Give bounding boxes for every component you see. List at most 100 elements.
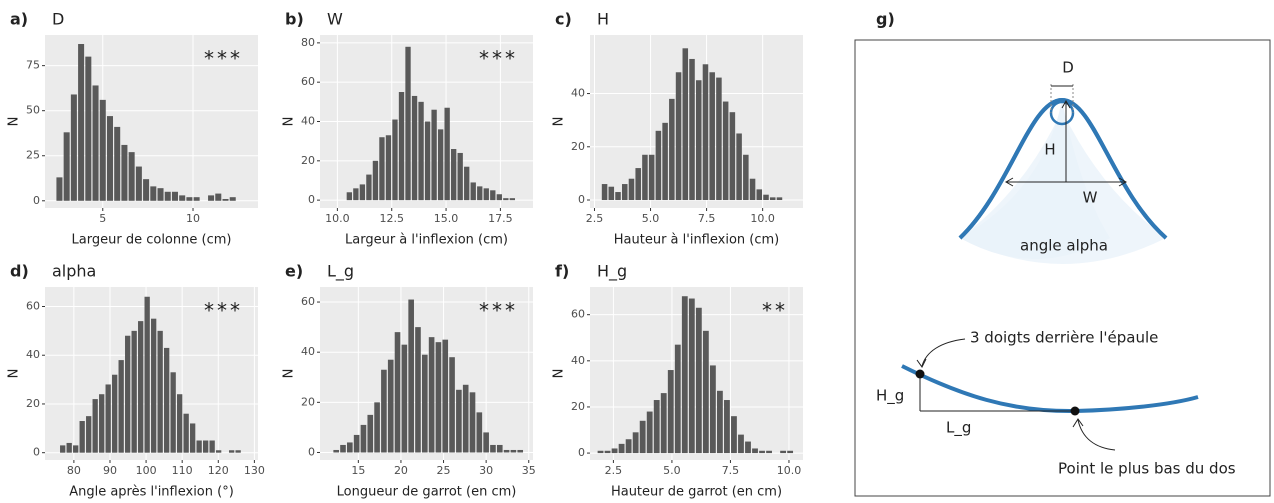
lg-label: L_g: [946, 419, 971, 438]
y-tick-label: 25: [26, 149, 40, 162]
bar: [695, 80, 702, 201]
bar: [353, 188, 359, 201]
y-tick-label: 60: [301, 295, 315, 308]
bar: [421, 354, 428, 453]
x-tick-label: 2.5: [586, 212, 604, 225]
bar: [456, 389, 462, 453]
bar: [597, 450, 604, 454]
bar: [387, 359, 394, 453]
bar: [63, 132, 70, 201]
bar: [85, 56, 92, 201]
bar: [763, 194, 769, 201]
bar: [112, 374, 118, 453]
chart-panel: d) alpha 0 20 40 60 80 90 100 110 120 130 Angle aprè…: [7, 262, 265, 500]
x-tick-label: 15.0: [434, 212, 459, 225]
x-tick-label: 2.5: [605, 464, 623, 477]
bar: [449, 357, 455, 453]
bar: [135, 166, 142, 201]
bar: [401, 344, 408, 453]
bar: [229, 197, 236, 201]
x-tick-label: 20: [394, 464, 408, 477]
bar: [476, 412, 483, 453]
bar: [604, 450, 611, 454]
x-tick-label: 80: [67, 464, 81, 477]
bar: [766, 450, 772, 454]
bar: [702, 64, 709, 201]
bar: [749, 178, 756, 201]
significance: ***: [479, 299, 518, 323]
bar: [381, 369, 387, 453]
y-tick-label: 20: [301, 154, 315, 167]
bar: [114, 126, 121, 201]
y-tick-label: 40: [571, 354, 585, 367]
bar: [759, 450, 765, 454]
x-tick-label: 5.0: [663, 464, 681, 477]
bar: [99, 394, 105, 453]
x-tick-label: 15: [351, 464, 365, 477]
bar: [398, 92, 405, 201]
bar: [731, 416, 737, 454]
bar: [736, 133, 742, 201]
panel-label: e): [285, 262, 303, 281]
bar: [618, 443, 625, 454]
y-tick-label: 0: [578, 446, 585, 459]
bar: [164, 347, 170, 453]
low-point: [1070, 406, 1080, 416]
arrow-head: [916, 358, 927, 368]
bar: [353, 434, 360, 453]
y-tick-label: 40: [26, 348, 40, 361]
bar: [171, 191, 178, 201]
bar: [131, 330, 137, 453]
bar: [469, 392, 476, 453]
bar: [418, 101, 424, 201]
bar: [209, 440, 215, 453]
chart-panel: b) W 0 20 40 60 80 10.0 12.5 15.0 17.5 Largeur à l'…: [282, 10, 533, 248]
bar: [346, 192, 353, 201]
y-tick-label: 0: [308, 193, 315, 206]
bar: [408, 299, 414, 453]
bar: [208, 195, 215, 201]
bar: [392, 119, 398, 201]
bar: [490, 444, 496, 453]
bar: [745, 441, 751, 454]
bar: [709, 365, 716, 454]
significance: ***: [479, 47, 518, 71]
bar: [394, 332, 401, 453]
bar: [695, 307, 702, 454]
bar: [655, 130, 662, 201]
arrow-head: [1072, 418, 1084, 428]
x-tick-label: 25: [437, 464, 451, 477]
significance: ***: [204, 299, 243, 323]
bar: [776, 197, 783, 201]
panel-label: g): [876, 10, 895, 29]
bar: [510, 449, 517, 453]
bar: [92, 399, 98, 453]
bar: [415, 327, 421, 453]
chart-panel: c) H 0 20 40 2.5 5.0 7.5 10.0 Hauteur à l'inflexi…: [552, 10, 803, 248]
x-tick-label: 5.0: [642, 212, 660, 225]
bar: [73, 445, 79, 453]
y-axis-label: N: [282, 369, 297, 379]
bar: [374, 402, 380, 453]
arrow-head: [1061, 99, 1071, 109]
y-axis-label: N: [282, 117, 297, 127]
bar: [681, 296, 688, 454]
bar: [216, 450, 222, 453]
y-tick-label: 20: [571, 400, 585, 413]
y-tick-label: 60: [26, 299, 40, 312]
bar: [625, 439, 632, 454]
bar: [477, 186, 483, 201]
panel-label: f): [555, 262, 569, 281]
chart-panel: a) D 0 25 50 75 5 10 Largeur de colonne (cm) N ***: [7, 10, 258, 248]
bar: [674, 344, 681, 454]
panel-label: b): [285, 10, 304, 29]
y-tick-label: 75: [26, 59, 40, 72]
bar: [675, 72, 682, 201]
x-tick-label: 17.5: [488, 212, 513, 225]
angle-fan: [960, 110, 1166, 264]
bar: [517, 449, 524, 453]
x-tick-label: 120: [208, 464, 229, 477]
w-label: W: [1083, 189, 1098, 207]
x-axis-label: Largeur à l'inflexion (cm): [345, 233, 508, 248]
bar: [215, 193, 222, 201]
